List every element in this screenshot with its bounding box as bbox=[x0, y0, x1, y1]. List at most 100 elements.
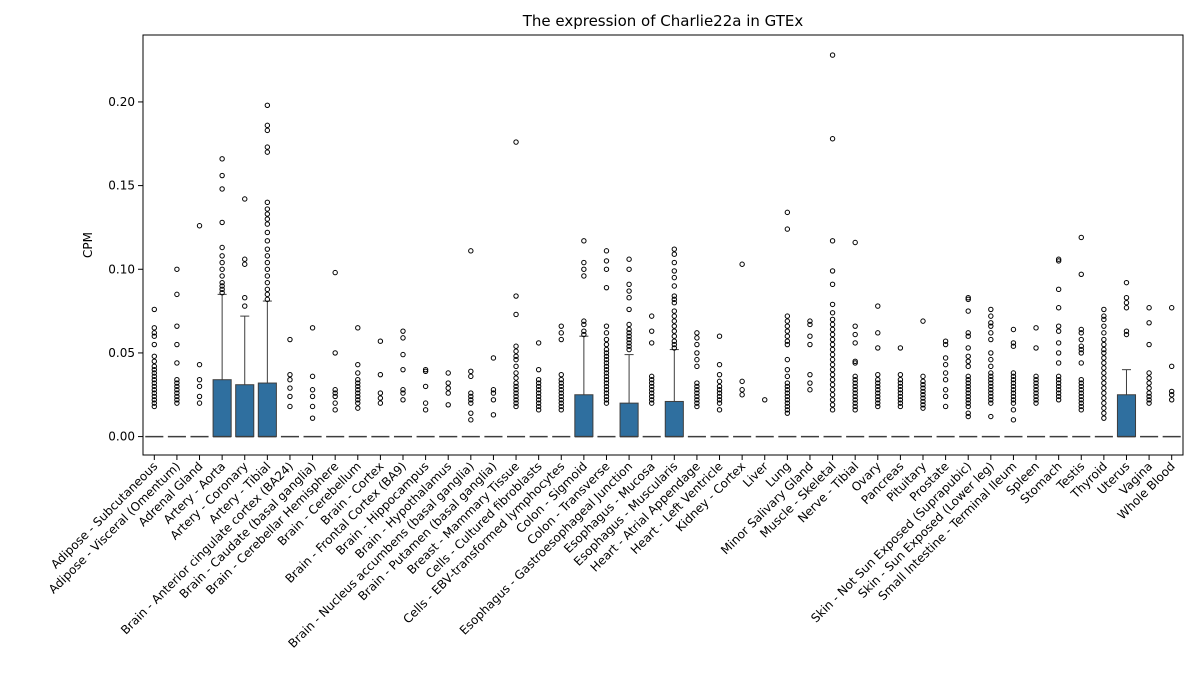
outlier-point bbox=[626, 281, 632, 288]
outlier-point bbox=[581, 331, 587, 338]
outlier-point bbox=[694, 390, 700, 396]
outlier-point bbox=[1055, 387, 1062, 393]
outlier-point bbox=[965, 393, 971, 400]
outlier-point bbox=[1078, 400, 1084, 406]
outlier-point bbox=[603, 363, 610, 370]
outlier-point bbox=[1033, 393, 1039, 400]
outlier-point bbox=[445, 380, 451, 386]
outlier-point bbox=[965, 353, 971, 359]
outlier-point bbox=[648, 400, 655, 406]
outlier-point bbox=[671, 308, 678, 314]
outlier-point bbox=[716, 387, 723, 393]
outlier-point bbox=[196, 400, 203, 406]
outlier-point bbox=[355, 325, 361, 331]
outlier-point bbox=[1055, 286, 1062, 293]
box bbox=[1116, 394, 1137, 438]
outlier-point bbox=[897, 390, 904, 396]
outlier-point bbox=[264, 149, 271, 155]
outlier-point bbox=[1146, 400, 1152, 406]
outlier-point bbox=[264, 127, 271, 134]
outlier-point bbox=[1033, 390, 1039, 396]
outlier-point bbox=[920, 382, 926, 388]
outlier-point bbox=[1078, 330, 1084, 336]
outlier-point bbox=[1123, 305, 1130, 311]
outlier-point bbox=[1055, 323, 1062, 329]
outlier-point bbox=[648, 373, 655, 380]
outlier-point bbox=[1101, 355, 1107, 361]
outlier-point bbox=[1010, 397, 1017, 403]
outlier-point bbox=[332, 387, 338, 393]
outlier-point bbox=[829, 366, 836, 373]
outlier-point bbox=[988, 320, 994, 326]
outlier-point bbox=[1101, 370, 1107, 376]
box bbox=[619, 402, 639, 438]
outlier-point bbox=[965, 387, 971, 393]
outlier-point bbox=[671, 283, 678, 289]
outlier-point bbox=[174, 393, 180, 400]
outlier-point bbox=[965, 400, 971, 406]
outlier-point bbox=[694, 356, 700, 363]
outlier-point bbox=[965, 373, 971, 380]
outlier-point bbox=[1055, 390, 1062, 396]
outlier-point bbox=[558, 330, 564, 336]
outlier-point bbox=[513, 356, 519, 363]
outlier-point bbox=[400, 335, 406, 341]
outlier-point bbox=[648, 340, 655, 346]
outlier-point bbox=[920, 398, 926, 405]
outlier-point bbox=[762, 397, 768, 403]
outlier-point bbox=[875, 390, 881, 396]
outlier-point bbox=[603, 266, 610, 272]
outlier-point bbox=[852, 400, 858, 406]
outlier-point bbox=[829, 382, 836, 388]
outlier-point bbox=[988, 390, 994, 396]
outlier-point bbox=[287, 371, 293, 378]
outlier-point bbox=[355, 397, 361, 403]
outlier-point bbox=[174, 291, 180, 298]
outlier-point bbox=[1101, 336, 1107, 343]
outlier-point bbox=[942, 361, 949, 368]
outlier-point bbox=[1010, 326, 1017, 333]
outlier-point bbox=[1033, 377, 1039, 383]
outlier-point bbox=[219, 283, 225, 289]
outlier-point bbox=[1078, 343, 1084, 349]
outlier-point bbox=[1033, 387, 1039, 393]
outlier-point bbox=[716, 400, 723, 406]
outlier-point bbox=[332, 390, 338, 396]
outlier-point bbox=[264, 246, 271, 252]
outlier-point bbox=[988, 330, 994, 336]
outlier-point bbox=[807, 333, 813, 339]
outlier-point bbox=[422, 368, 429, 375]
outlier-point bbox=[897, 393, 904, 400]
outlier-point bbox=[784, 209, 791, 216]
outlier-point bbox=[151, 373, 158, 380]
outlier-point bbox=[920, 385, 926, 391]
outlier-point bbox=[942, 341, 949, 348]
outlier-point bbox=[1055, 360, 1062, 366]
outlier-point bbox=[988, 380, 994, 386]
outlier-point bbox=[1101, 350, 1107, 356]
outlier-point bbox=[287, 385, 293, 391]
outlier-point bbox=[1033, 380, 1039, 386]
outlier-point bbox=[287, 403, 293, 410]
x-tick-label: Liver bbox=[740, 459, 771, 490]
outlier-point bbox=[965, 410, 971, 416]
outlier-point bbox=[942, 387, 949, 393]
outlier-point bbox=[535, 390, 542, 396]
outlier-point bbox=[355, 387, 361, 393]
outlier-point bbox=[151, 325, 158, 331]
outlier-point bbox=[965, 333, 971, 339]
outlier-point bbox=[671, 338, 678, 344]
outlier-point bbox=[558, 380, 564, 386]
outlier-point bbox=[151, 400, 158, 406]
outlier-point bbox=[829, 392, 836, 398]
outlier-point bbox=[648, 393, 655, 400]
outlier-point bbox=[1101, 390, 1107, 396]
outlier-point bbox=[784, 333, 791, 339]
outlier-point bbox=[1010, 370, 1017, 376]
outlier-point bbox=[151, 397, 158, 403]
outlier-point bbox=[1033, 325, 1039, 331]
outlier-point bbox=[852, 323, 858, 329]
outlier-point bbox=[151, 393, 158, 400]
box bbox=[574, 394, 594, 438]
